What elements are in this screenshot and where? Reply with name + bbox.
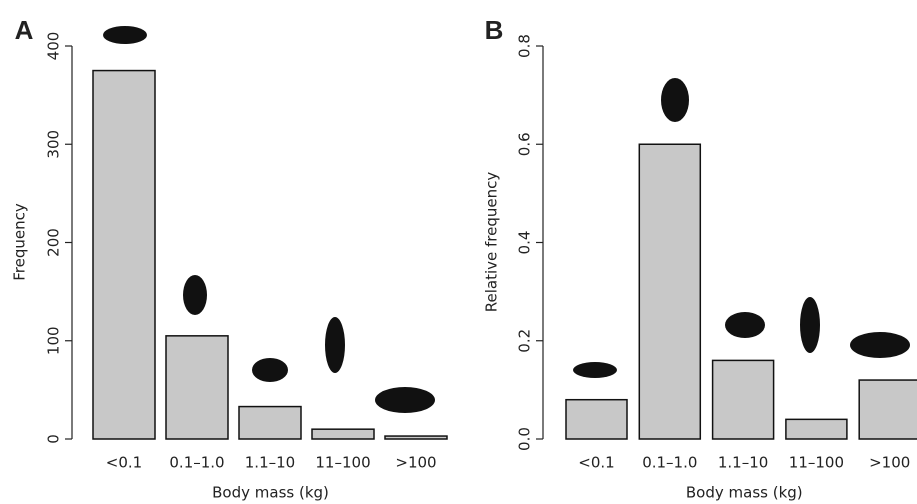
- x-tick-label: >100: [395, 454, 436, 472]
- bird-icon: [573, 362, 617, 378]
- bar: [639, 144, 700, 439]
- bird-icon: [103, 26, 147, 44]
- y-tick-label: 200: [45, 228, 63, 257]
- bar: [566, 400, 627, 439]
- y-tick-label: 0: [45, 434, 63, 444]
- x-tick-label: <0.1: [578, 454, 614, 472]
- bar: [93, 71, 155, 439]
- bar: [239, 407, 301, 439]
- x-tick-label: 11–100: [789, 454, 844, 472]
- x-tick-label: 1.1–10: [718, 454, 768, 472]
- y-tick-label: 0.4: [516, 231, 534, 255]
- monkey-icon: [325, 317, 345, 373]
- x-tick-label: 0.1–1.0: [642, 454, 697, 472]
- y-tick-label: 0.8: [516, 34, 534, 58]
- y-axis-label: Frequency: [11, 203, 29, 281]
- y-tick-label: 0.0: [516, 427, 534, 451]
- bar: [312, 429, 374, 439]
- tapir-icon: [850, 332, 910, 358]
- y-tick-label: 400: [45, 32, 63, 61]
- toucan-icon: [661, 78, 689, 122]
- x-tick-label: 1.1–10: [245, 454, 295, 472]
- x-tick-label: >100: [869, 454, 910, 472]
- y-tick-label: 0.6: [516, 132, 534, 156]
- x-tick-label: 0.1–1.0: [169, 454, 224, 472]
- monkey-icon: [800, 297, 820, 353]
- y-tick-label: 0.2: [516, 329, 534, 353]
- bar: [786, 419, 847, 439]
- y-axis-label: Relative frequency: [483, 172, 501, 313]
- bar: [859, 380, 917, 439]
- panel-label: B: [485, 15, 504, 45]
- pheasant-icon: [725, 312, 765, 338]
- toucan-icon: [183, 275, 207, 315]
- y-tick-label: 100: [45, 326, 63, 355]
- bar: [166, 336, 228, 439]
- bar: [713, 360, 774, 439]
- y-tick-label: 300: [45, 130, 63, 159]
- bar: [385, 436, 447, 439]
- x-tick-label: <0.1: [106, 454, 142, 472]
- pheasant-icon: [252, 358, 288, 382]
- panel-label: A: [15, 15, 34, 45]
- x-tick-label: 11–100: [315, 454, 370, 472]
- figure: A 0 100 200 300 400 Frequency <0.1 0.1–1.0 1.1–10…: [0, 0, 917, 504]
- tapir-icon: [375, 387, 435, 413]
- x-axis-label: Body mass (kg): [686, 484, 803, 502]
- x-axis-label: Body mass (kg): [212, 484, 329, 502]
